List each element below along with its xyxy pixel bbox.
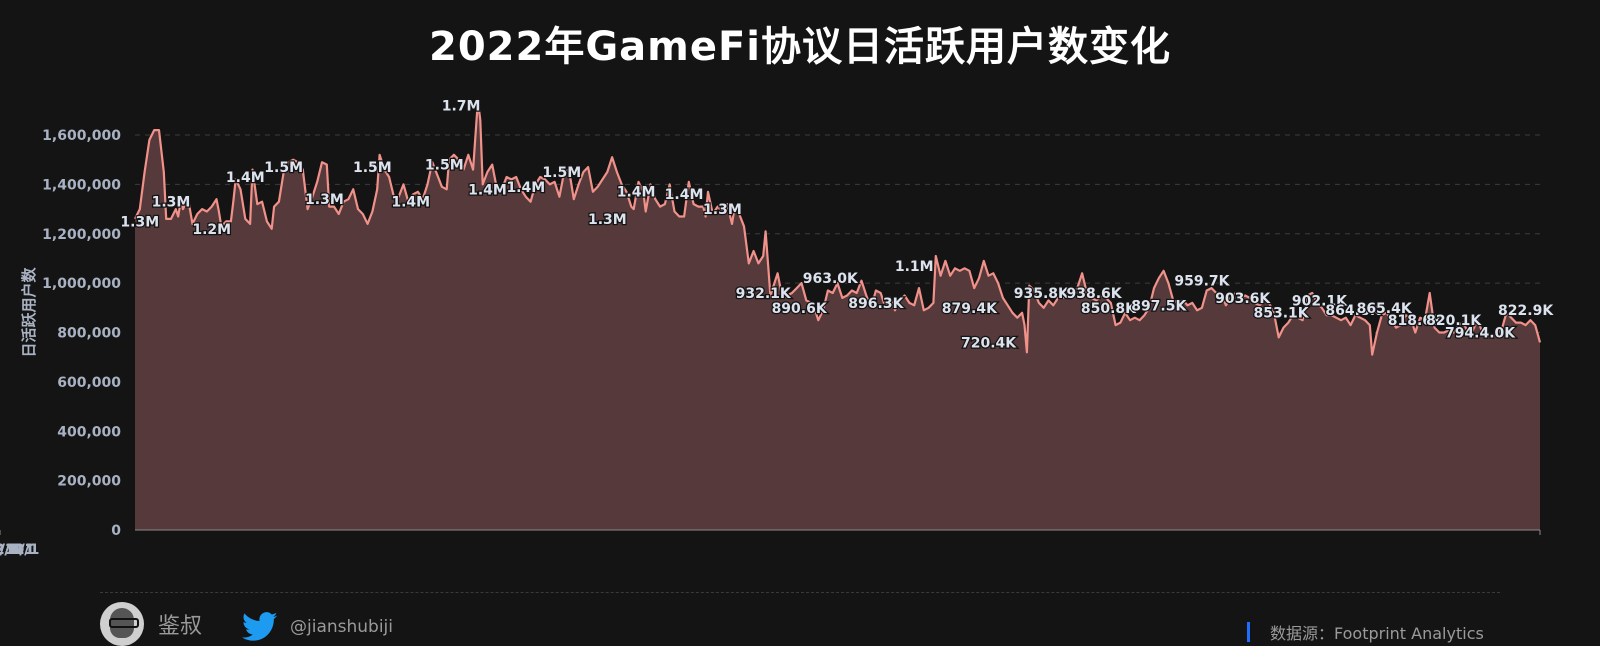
data-label: 1.7M <box>442 98 481 114</box>
footer-divider <box>100 592 1500 593</box>
data-label: 720.4K <box>961 335 1017 351</box>
data-source: 数据源：Footprint Analytics <box>1247 620 1484 644</box>
data-label: 853.1K <box>1253 306 1309 322</box>
y-tick-label: 600,000 <box>57 375 121 391</box>
data-label: 897.5K <box>1131 298 1187 314</box>
data-label: 902.1K <box>1292 293 1348 309</box>
data-label: 1.5M <box>353 160 392 176</box>
data-label: 850.8K <box>1081 301 1137 317</box>
x-tick-label: 2022/5/1 <box>0 542 34 558</box>
author-block: 鉴叔 <box>100 602 203 646</box>
twitter-block: @jianshubiji <box>242 612 393 642</box>
author-name: 鉴叔 <box>158 614 203 639</box>
area-fill <box>135 100 1540 531</box>
data-label: 1.4M <box>617 185 656 201</box>
data-label: 935.8K <box>1014 286 1070 302</box>
data-label: 1.3M <box>152 195 191 211</box>
x-tick-label: 2022/1/1 <box>0 542 34 558</box>
data-label: 896.3K <box>848 296 904 312</box>
y-tick-label: 1,200,000 <box>42 227 121 243</box>
y-tick-label: 800,000 <box>57 326 121 342</box>
data-label: 1.5M <box>425 158 464 174</box>
data-label: 1.4M <box>665 187 704 203</box>
y-tick-label: 1,000,000 <box>42 276 121 292</box>
data-label: 794.4.0K <box>1445 325 1516 341</box>
x-tick-label: 2022/11/1 <box>0 542 39 558</box>
y-tick-label: 1,600,000 <box>42 128 121 144</box>
y-tick-label: 1,400,000 <box>42 177 121 193</box>
twitter-handle: @jianshubiji <box>290 617 394 637</box>
data-label: 1.3M <box>588 212 627 228</box>
data-label: 890.6K <box>772 301 828 317</box>
data-label: 1.3M <box>120 214 159 230</box>
twitter-icon <box>242 612 278 641</box>
data-label: 1.2M <box>192 222 231 238</box>
source-accent-bar <box>1247 622 1250 642</box>
data-label: 879.4K <box>942 301 998 317</box>
data-label: 932.1K <box>736 286 792 302</box>
data-label: 1.4M <box>468 182 507 198</box>
data-label: 1.5M <box>542 165 581 181</box>
data-label: 864.8K <box>1325 303 1381 319</box>
x-tick-label: 2022/2/1 <box>0 542 34 558</box>
source-text: 数据源：Footprint Analytics <box>1270 624 1484 643</box>
data-label: 822.9K <box>1498 303 1554 319</box>
data-label: 1.1M <box>895 259 934 275</box>
x-tick-label: 2022/9/1 <box>0 542 34 558</box>
data-label: 1.4M <box>226 170 265 186</box>
y-tick-label: 200,000 <box>57 474 121 490</box>
x-tick-label: 2022/4/1 <box>0 542 34 558</box>
x-tick-label: 2022/7/1 <box>0 542 34 558</box>
x-tick-label: 2022/12/1 <box>0 542 39 558</box>
x-tick-label: 2022/3/1 <box>0 542 34 558</box>
data-label: 1.3M <box>703 202 742 218</box>
data-label: 1.3M <box>305 192 344 208</box>
x-tick-label: 2022/8/1 <box>0 542 34 558</box>
series-line <box>134 99 1542 356</box>
data-label: 820.1K <box>1426 313 1482 329</box>
data-label: 1.5M <box>264 160 303 176</box>
author-avatar <box>100 602 144 646</box>
x-tick-label: 2022/6/1 <box>0 542 34 558</box>
y-tick-label: 0 <box>111 523 121 539</box>
data-label: 959.7K <box>1174 274 1230 290</box>
data-label: 1.4M <box>506 180 545 196</box>
y-tick-label: 400,000 <box>57 424 121 440</box>
chart-title: 2022年GameFi协议日活跃用户数变化 <box>429 24 1171 70</box>
x-tick-label: 2022/10/1 <box>0 542 39 558</box>
y-axis-label: 日活跃用户数 <box>20 267 38 358</box>
data-label: 938.6K <box>1066 286 1122 302</box>
data-label: 818.6K <box>1388 313 1444 329</box>
data-label: 963.0K <box>803 271 859 287</box>
data-label: 1.4M <box>391 195 430 211</box>
data-label: 865.4K <box>1357 301 1413 317</box>
data-label: 903.6K <box>1215 291 1271 307</box>
